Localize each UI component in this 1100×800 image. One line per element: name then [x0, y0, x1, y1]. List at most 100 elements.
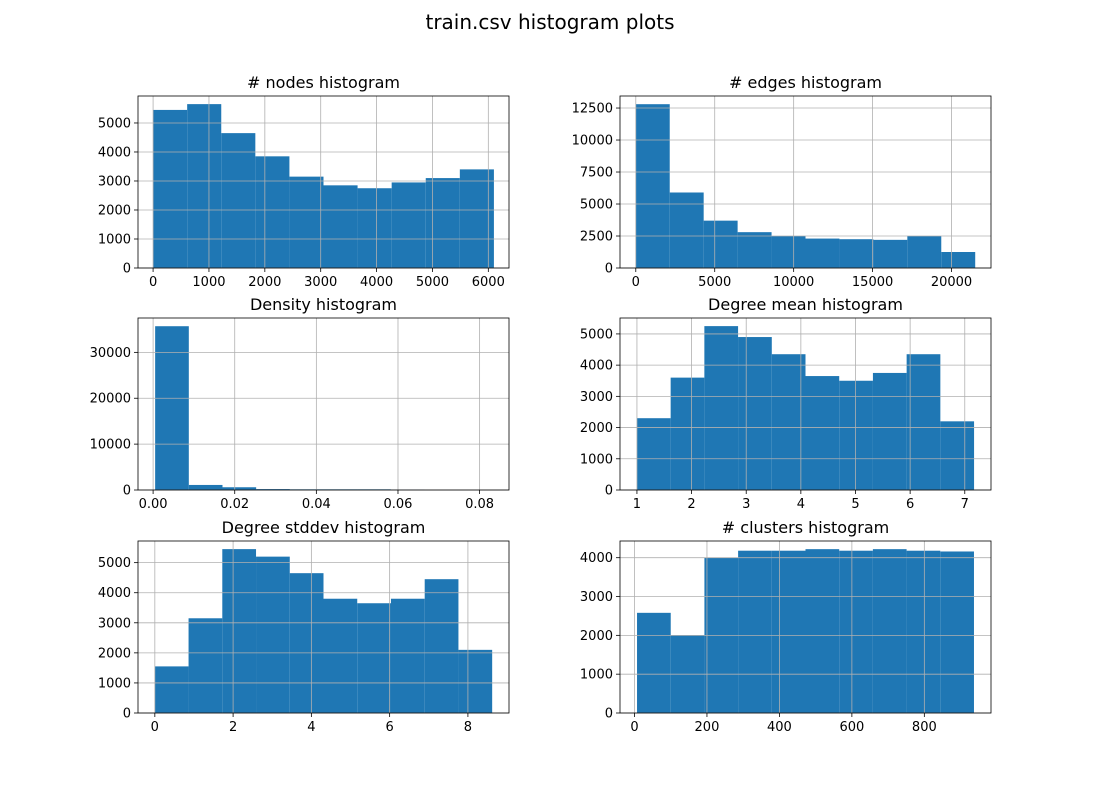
y-tick-label: 20000: [90, 392, 131, 407]
x-tick-label: 0.02: [220, 497, 249, 512]
y-tick-label: 0: [605, 484, 613, 499]
histogram-bar: [906, 550, 941, 713]
histogram-bar: [256, 556, 290, 713]
y-tick-label: 1000: [98, 676, 131, 691]
x-tick-label: 20000: [931, 275, 972, 290]
histogram-bar: [669, 192, 704, 268]
histogram-bar: [458, 649, 493, 713]
x-tick-label: 0: [151, 720, 159, 735]
histogram-bar: [907, 236, 942, 268]
y-tick-label: 4000: [98, 145, 131, 160]
histogram-bar: [256, 489, 290, 490]
histogram-6: 0 200 400 600 800 0 1000 2000 3000 4000 # clusters…: [580, 518, 992, 735]
subplot-title: # edges histogram: [729, 73, 882, 92]
x-tick-label: 8: [464, 720, 472, 735]
x-tick-label: 1000: [192, 275, 225, 290]
x-tick-label: 3000: [304, 275, 337, 290]
histogram-1: 0 1000 2000 3000 4000 5000 6000 0 1000 2000 3000 40…: [98, 73, 510, 290]
histogram-bar: [155, 326, 189, 490]
y-tick-label: 12500: [572, 102, 613, 117]
histogram-bar: [941, 252, 976, 268]
histogram-bar: [940, 421, 975, 490]
histogram-bar: [839, 550, 873, 713]
histogram-4: 1 2 3 4 5 6 7 0 1000 2000 3000 4000 5000 Degree mean …: [580, 295, 992, 512]
y-tick-label: 2000: [580, 421, 613, 436]
y-tick-label: 3000: [98, 616, 131, 631]
y-tick-label: 5000: [98, 116, 131, 131]
axes-frame: [137, 95, 510, 269]
y-tick-label: 3000: [98, 174, 131, 189]
y-tick-label: 4000: [580, 359, 613, 374]
histogram-bar: [670, 377, 705, 490]
y-tick-label: 0: [605, 262, 613, 277]
axes-frame: [619, 317, 992, 491]
histogram-bar: [323, 598, 358, 713]
axes-frame: [619, 95, 992, 269]
x-tick-label: 10000: [773, 275, 814, 290]
axes-frame: [619, 540, 992, 714]
y-tick-label: 10000: [572, 134, 613, 149]
histogram-bar: [771, 236, 806, 268]
y-tick-label: 5000: [98, 556, 131, 571]
histogram-bar: [154, 666, 189, 713]
subplot-title: Density histogram: [250, 295, 397, 314]
x-tick-label: 4: [307, 720, 315, 735]
x-tick-label: 0: [149, 275, 157, 290]
histogram-bar: [771, 550, 806, 713]
y-tick-label: 5000: [580, 198, 613, 213]
histogram-bar: [636, 418, 671, 490]
y-tick-label: 4000: [580, 551, 613, 566]
histogram-bar: [873, 239, 908, 268]
histogram-bar: [704, 326, 739, 490]
y-tick-label: 0: [123, 484, 131, 499]
x-tick-label: 2: [229, 720, 237, 735]
histogram-bar: [424, 579, 459, 713]
histogram-2: 0 5000 10000 15000 20000 0 2500 5000 7500 10000 12…: [572, 73, 992, 290]
x-tick-label: 0.00: [139, 497, 168, 512]
subplot-title: Degree stddev histogram: [222, 518, 426, 537]
histogram-bar: [839, 239, 874, 268]
histogram-bar: [906, 354, 941, 490]
x-tick-label: 0: [630, 720, 638, 735]
subplot-title: # clusters histogram: [722, 518, 889, 537]
histogram-5: 0 2 4 6 8 0 1000 2000 3000 4000 5000 Degree stddev …: [98, 518, 510, 735]
y-tick-label: 1000: [580, 452, 613, 467]
x-tick-label: 5: [851, 497, 859, 512]
histogram-bar: [390, 598, 425, 713]
histogram-bar: [188, 484, 223, 490]
y-tick-label: 4000: [98, 586, 131, 601]
histogram-bar: [221, 133, 256, 268]
y-tick-label: 2000: [98, 203, 131, 218]
histogram-bar: [737, 232, 772, 268]
histogram-bar: [357, 188, 392, 268]
y-tick-label: 10000: [90, 438, 131, 453]
x-tick-label: 5000: [698, 275, 731, 290]
y-tick-label: 0: [123, 707, 131, 722]
y-tick-label: 1000: [98, 232, 131, 247]
x-tick-label: 600: [839, 720, 864, 735]
x-tick-label: 200: [695, 720, 720, 735]
histogram-bar: [187, 104, 222, 268]
x-tick-label: 7: [961, 497, 969, 512]
x-tick-label: 15000: [852, 275, 893, 290]
x-tick-label: 400: [767, 720, 792, 735]
x-tick-label: 3: [742, 497, 750, 512]
axes-frame: [137, 317, 510, 491]
y-tick-label: 3000: [580, 390, 613, 405]
x-tick-label: 4: [797, 497, 805, 512]
x-tick-label: 0: [632, 275, 640, 290]
histogram-bar: [222, 549, 257, 713]
histogram-bar: [459, 169, 494, 268]
x-tick-label: 6: [385, 720, 393, 735]
histogram-bar: [872, 372, 907, 490]
x-tick-label: 0.06: [384, 497, 413, 512]
histogram-bar: [289, 573, 324, 713]
x-tick-label: 0.08: [465, 497, 494, 512]
histogram-bar: [805, 238, 840, 268]
histogram-bar: [255, 156, 290, 268]
y-tick-label: 7500: [580, 166, 613, 181]
histogram-bar: [635, 104, 670, 268]
y-tick-label: 1000: [580, 668, 613, 683]
y-tick-label: 0: [605, 707, 613, 722]
